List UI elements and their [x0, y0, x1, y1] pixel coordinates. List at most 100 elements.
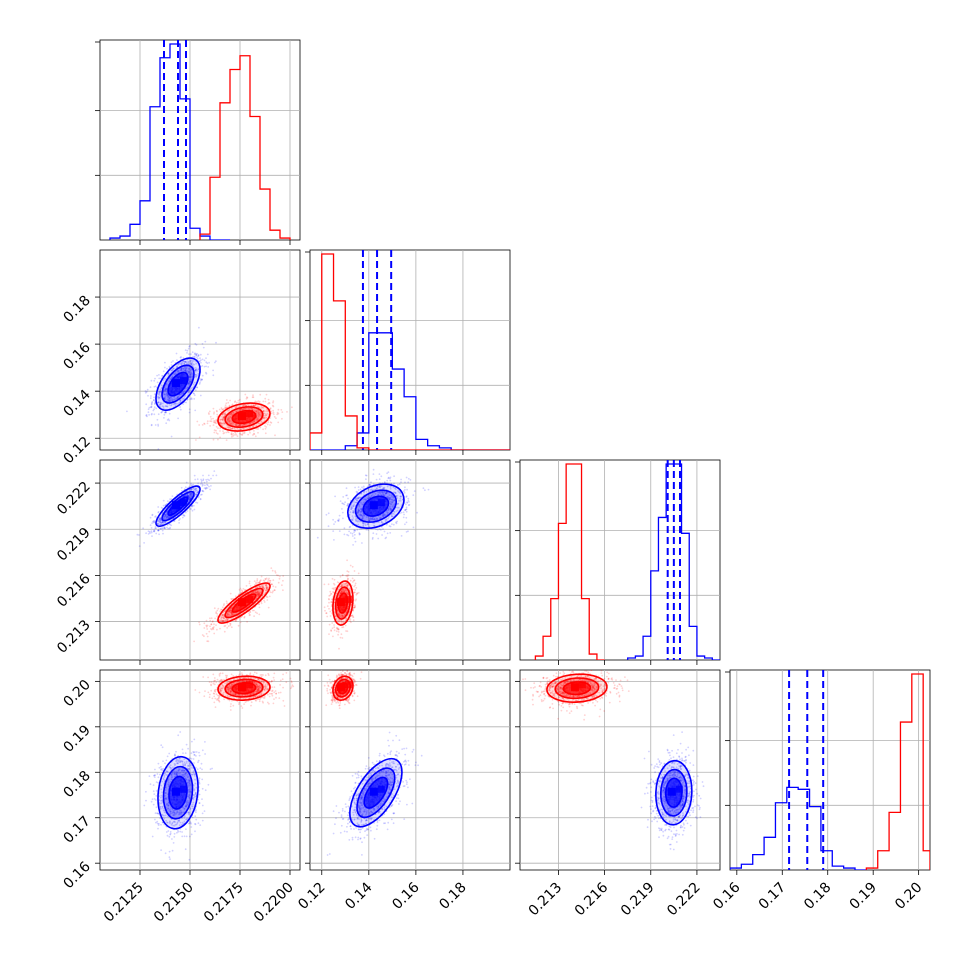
scatter-point: [232, 434, 235, 437]
scatter-point: [211, 620, 214, 622]
scatter-point: [226, 619, 229, 622]
scatter-point: [265, 587, 268, 589]
panel-frame: [99, 459, 301, 661]
scatter-point: [209, 425, 212, 427]
scatter-point: [227, 418, 230, 421]
scatter-point: [226, 418, 229, 421]
scatter-point: [267, 421, 270, 424]
scatter-point: [376, 517, 378, 520]
scatter-point: [227, 613, 230, 616]
scatter-point: [255, 410, 258, 413]
scatter-point: [223, 415, 226, 417]
scatter-point: [190, 488, 193, 491]
scatter-point: [353, 570, 356, 572]
scatter-point: [396, 497, 399, 499]
scatter-point: [224, 412, 227, 415]
scatter-point: [376, 528, 379, 531]
scatter-point: [227, 431, 230, 434]
scatter-point: [184, 366, 186, 369]
scatter-point: [394, 492, 397, 495]
scatter-point: [349, 579, 352, 582]
scatter-point: [259, 579, 262, 582]
scatter-point: [258, 591, 261, 594]
scatter-point: [222, 604, 225, 607]
scatter-point: [385, 492, 388, 494]
scatter-point: [392, 486, 395, 489]
scatter-point: [152, 399, 155, 402]
red-density-peak: [238, 598, 246, 607]
scatter-point: [226, 612, 229, 614]
scatter-point: [228, 422, 231, 424]
scatter-point: [221, 616, 223, 618]
scatter-point: [158, 518, 161, 521]
scatter-point: [353, 533, 356, 536]
scatter-point: [205, 480, 208, 483]
scatter-point: [354, 584, 357, 587]
scatter-point: [182, 368, 185, 370]
scatter-point: [195, 487, 197, 490]
scatter-point: [390, 503, 392, 505]
scatter-point: [203, 487, 206, 489]
scatter-point: [353, 606, 355, 609]
scatter-point: [254, 400, 257, 403]
scatter-point: [286, 411, 288, 413]
scatter-point: [183, 390, 186, 393]
scatter-point: [274, 434, 276, 437]
scatter-point: [191, 493, 194, 496]
scatter-point: [145, 390, 148, 393]
scatter-point: [179, 363, 182, 365]
scatter-point: [162, 522, 165, 524]
y-tick-label: 0.12: [60, 434, 93, 467]
scatter-point: [182, 403, 185, 405]
scatter-point: [232, 422, 235, 424]
scatter-point: [383, 481, 386, 484]
scatter-point: [277, 581, 280, 584]
scatter-point: [271, 569, 274, 572]
scatter-point: [241, 404, 244, 407]
scatter-point: [349, 618, 352, 621]
scatter-point: [229, 422, 232, 425]
scatter-point: [186, 494, 189, 496]
scatter-point: [188, 497, 191, 499]
scatter-point: [353, 537, 356, 539]
scatter-point: [235, 406, 238, 409]
scatter-point: [215, 425, 218, 428]
scatter-point: [226, 419, 229, 422]
scatter-point: [255, 411, 258, 414]
scatter-point: [386, 491, 388, 494]
scatter-point: [190, 488, 192, 491]
scatter-point: [205, 357, 207, 359]
scatter-point: [159, 519, 162, 522]
scatter-point: [402, 516, 405, 519]
scatter-point: [390, 515, 393, 517]
scatter-point: [362, 523, 365, 525]
scatter-point: [163, 526, 166, 528]
scatter-point: [384, 492, 387, 495]
scatter-point: [201, 424, 204, 426]
scatter-point: [243, 407, 245, 410]
scatter-point: [224, 610, 227, 612]
scatter-point: [201, 485, 204, 487]
scatter-point: [147, 533, 150, 535]
scatter-point: [229, 426, 231, 429]
blue-density-peak: [369, 501, 378, 510]
scatter-point: [351, 614, 353, 617]
scatter-point: [354, 518, 357, 521]
scatter-point: [193, 488, 196, 491]
scatter-point: [256, 401, 258, 403]
scatter-point: [412, 526, 415, 529]
scatter-point: [199, 379, 202, 382]
scatter-point: [164, 411, 166, 414]
scatter-point: [277, 412, 280, 415]
scatter-point: [256, 590, 259, 593]
scatter-point: [198, 383, 201, 385]
scatter-point: [166, 510, 169, 513]
scatter-point: [172, 360, 174, 362]
red-histogram-p2: [310, 253, 510, 450]
blue-density-peak: [172, 501, 180, 510]
scatter-point: [350, 518, 353, 521]
scatter-point: [335, 630, 338, 633]
scatter-point: [180, 368, 183, 370]
scatter-point: [199, 360, 201, 363]
scatter-point: [267, 580, 269, 583]
